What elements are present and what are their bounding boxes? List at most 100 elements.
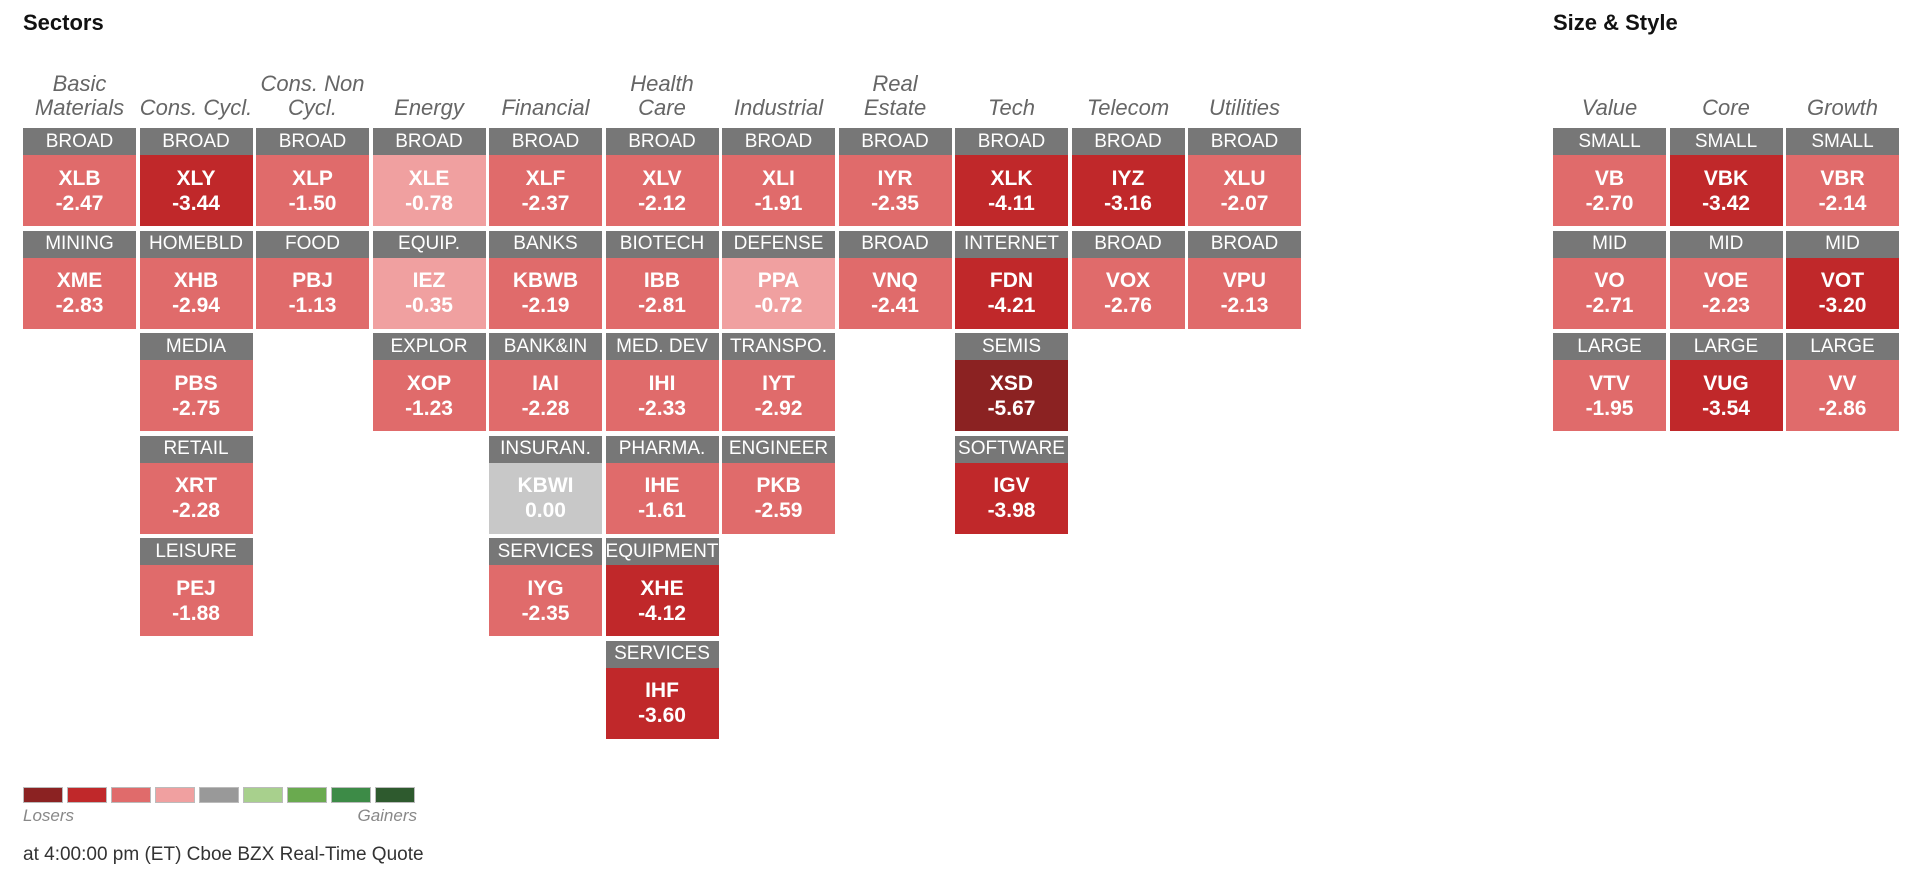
tile-change: -2.37 bbox=[521, 191, 570, 215]
etf-tile-iai[interactable]: BANK&IN IAI -2.28 bbox=[489, 333, 602, 431]
tile-body: IEZ -0.35 bbox=[372, 257, 486, 329]
tile-ticker: XLY bbox=[176, 166, 216, 190]
etf-tile-xsd[interactable]: SEMIS XSD -5.67 bbox=[955, 333, 1068, 431]
etf-tile-pbj[interactable]: FOOD PBJ -1.13 bbox=[256, 230, 369, 329]
column-header: Cons. Cycl. bbox=[139, 95, 253, 120]
tile-body: VOT -3.20 bbox=[1786, 257, 1899, 329]
tile-ticker: IAI bbox=[532, 371, 559, 395]
etf-tile-xhb[interactable]: HOMEBLD XHB -2.94 bbox=[139, 230, 253, 329]
etf-tile-kbwi[interactable]: INSURAN. KBWI 0.00 bbox=[489, 435, 602, 534]
tile-body: XRT -2.28 bbox=[139, 462, 253, 534]
etf-tile-xle[interactable]: BROAD XLE -0.78 bbox=[372, 128, 486, 226]
tile-category-label: BROAD bbox=[838, 230, 952, 258]
etf-tile-ihe[interactable]: PHARMA. IHE -1.61 bbox=[605, 435, 719, 534]
tile-change: -0.72 bbox=[754, 294, 803, 317]
tile-ticker: XRT bbox=[175, 474, 217, 497]
tile-ticker: IEZ bbox=[412, 269, 446, 292]
etf-tile-ihf[interactable]: SERVICES IHF -3.60 bbox=[605, 640, 719, 739]
tile-change: -3.44 bbox=[172, 191, 220, 215]
etf-tile-vb[interactable]: SMALL VB -2.70 bbox=[1553, 128, 1666, 226]
tile-category-label: BROAD bbox=[489, 128, 602, 155]
tile-change: -2.33 bbox=[638, 396, 686, 420]
etf-tile-pej[interactable]: LEISURE PEJ -1.88 bbox=[139, 538, 253, 636]
etf-tile-xly[interactable]: BROAD XLY -3.44 bbox=[139, 128, 253, 226]
tile-category-label: BROAD bbox=[139, 128, 253, 155]
etf-tile-xop[interactable]: EXPLOR XOP -1.23 bbox=[372, 333, 486, 431]
etf-tile-xrt[interactable]: RETAIL XRT -2.28 bbox=[139, 435, 253, 534]
tile-category-label: LEISURE bbox=[139, 538, 253, 565]
tile-category-label: TRANSPO. bbox=[722, 333, 835, 360]
tile-change: -2.19 bbox=[521, 294, 570, 317]
etf-tile-xlb[interactable]: BROAD XLB -2.47 bbox=[23, 128, 136, 226]
tile-category-label: BROAD bbox=[23, 128, 136, 155]
etf-tile-ppa[interactable]: DEFENSE PPA -0.72 bbox=[722, 230, 835, 329]
tile-ticker: PBJ bbox=[292, 269, 333, 292]
etf-tile-vpu[interactable]: BROAD VPU -2.13 bbox=[1188, 230, 1301, 329]
column-header: Growth bbox=[1807, 95, 1878, 120]
tile-ticker: IYZ bbox=[1111, 166, 1145, 190]
tile-body: IHI -2.33 bbox=[605, 360, 719, 431]
tile-category-label: ENGINEER bbox=[722, 435, 835, 463]
tile-ticker: PPA bbox=[757, 269, 800, 292]
tile-change: -2.81 bbox=[638, 294, 686, 317]
tile-body: VPU -2.13 bbox=[1188, 257, 1301, 329]
tile-category-label: BROAD bbox=[955, 128, 1068, 155]
tile-body: XSD -5.67 bbox=[955, 360, 1068, 431]
tile-category-label: BIOTECH bbox=[605, 230, 719, 258]
etf-tile-iyt[interactable]: TRANSPO. IYT -2.92 bbox=[722, 333, 835, 431]
etf-tile-vot[interactable]: MID VOT -3.20 bbox=[1786, 230, 1899, 329]
etf-tile-vbr[interactable]: SMALL VBR -2.14 bbox=[1786, 128, 1899, 226]
etf-tile-xlp[interactable]: BROAD XLP -1.50 bbox=[256, 128, 369, 226]
tile-change: -1.91 bbox=[754, 191, 803, 215]
etf-tile-xlu[interactable]: BROAD XLU -2.07 bbox=[1188, 128, 1301, 226]
etf-tile-ibb[interactable]: BIOTECH IBB -2.81 bbox=[605, 230, 719, 329]
etf-tile-xli[interactable]: BROAD XLI -1.91 bbox=[722, 128, 835, 226]
etf-tile-vv[interactable]: LARGE VV -2.86 bbox=[1786, 333, 1899, 431]
sectors-title: Sectors bbox=[23, 10, 104, 35]
etf-tile-pkb[interactable]: ENGINEER PKB -2.59 bbox=[722, 435, 835, 534]
tile-change: -0.35 bbox=[405, 294, 453, 317]
tile-ticker: PKB bbox=[756, 474, 801, 497]
etf-tile-xlf[interactable]: BROAD XLF -2.37 bbox=[489, 128, 602, 226]
etf-tile-iez[interactable]: EQUIP. IEZ -0.35 bbox=[372, 230, 486, 329]
column-header: Energy bbox=[394, 95, 464, 120]
tile-body: KBWB -2.19 bbox=[489, 257, 602, 329]
etf-tile-xlv[interactable]: BROAD XLV -2.12 bbox=[605, 128, 719, 226]
tile-body: IHE -1.61 bbox=[605, 462, 719, 534]
legend-losers-label: Losers bbox=[23, 806, 75, 825]
etf-tile-ihi[interactable]: MED. DEV IHI -2.33 bbox=[605, 333, 719, 431]
tile-ticker: XLE bbox=[408, 166, 450, 190]
etf-tile-iyg[interactable]: SERVICES IYG -2.35 bbox=[489, 538, 602, 636]
etf-tile-voe[interactable]: MID VOE -2.23 bbox=[1669, 230, 1783, 329]
etf-tile-vtv[interactable]: LARGE VTV -1.95 bbox=[1553, 333, 1666, 431]
tile-body: XLE -0.78 bbox=[372, 155, 486, 226]
etf-tile-vug[interactable]: LARGE VUG -3.54 bbox=[1669, 333, 1783, 431]
etf-tile-fdn[interactable]: INTERNET FDN -4.21 bbox=[955, 230, 1068, 329]
tile-ticker: VPU bbox=[1222, 269, 1267, 292]
column-header: Telecom bbox=[1086, 95, 1170, 120]
etf-tile-xlk[interactable]: BROAD XLK -4.11 bbox=[955, 128, 1068, 226]
tile-category-label: HOMEBLD bbox=[139, 230, 253, 258]
legend-swatch bbox=[199, 787, 239, 803]
tile-category-label: SERVICES bbox=[605, 640, 719, 668]
etf-tile-vox[interactable]: BROAD VOX -2.76 bbox=[1071, 230, 1185, 329]
tile-category-label: BROAD bbox=[1188, 230, 1301, 258]
tile-body: XLU -2.07 bbox=[1188, 155, 1301, 226]
tile-ticker: VOT bbox=[1820, 269, 1865, 292]
etf-tile-xhe[interactable]: EQUIPMENT XHE -4.12 bbox=[605, 538, 719, 636]
tile-body: VOX -2.76 bbox=[1071, 257, 1185, 329]
tile-ticker: KBWI bbox=[517, 474, 574, 497]
tile-change: -2.28 bbox=[172, 499, 220, 522]
etf-tile-vnq[interactable]: BROAD VNQ -2.41 bbox=[838, 230, 952, 329]
etf-tile-kbwb[interactable]: BANKS KBWB -2.19 bbox=[489, 230, 602, 329]
tile-change: -2.35 bbox=[871, 191, 919, 215]
etf-tile-pbs[interactable]: MEDIA PBS -2.75 bbox=[139, 333, 253, 431]
etf-tile-iyr[interactable]: BROAD IYR -2.35 bbox=[838, 128, 952, 226]
tile-category-label: FOOD bbox=[256, 230, 369, 258]
etf-tile-vo[interactable]: MID VO -2.71 bbox=[1553, 230, 1666, 329]
column-header: Value bbox=[1581, 95, 1638, 120]
etf-tile-igv[interactable]: SOFTWARE IGV -3.98 bbox=[955, 435, 1068, 534]
etf-tile-vbk[interactable]: SMALL VBK -3.42 bbox=[1669, 128, 1783, 226]
etf-tile-iyz[interactable]: BROAD IYZ -3.16 bbox=[1071, 128, 1185, 226]
etf-tile-xme[interactable]: MINING XME -2.83 bbox=[23, 230, 136, 329]
